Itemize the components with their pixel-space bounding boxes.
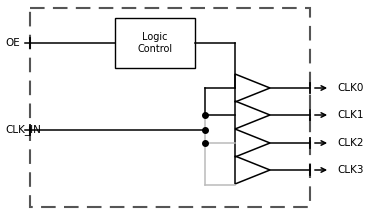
Text: CLK_IN: CLK_IN: [5, 124, 41, 135]
Text: Logic
Control: Logic Control: [137, 32, 172, 54]
Text: CLK3: CLK3: [337, 165, 363, 175]
Bar: [115, 18, 195, 68]
Text: OE: OE: [5, 38, 20, 48]
Text: CLK1: CLK1: [337, 110, 363, 120]
Text: CLK2: CLK2: [337, 138, 363, 148]
Text: CLK0: CLK0: [337, 83, 363, 93]
Bar: [30, 8, 310, 207]
